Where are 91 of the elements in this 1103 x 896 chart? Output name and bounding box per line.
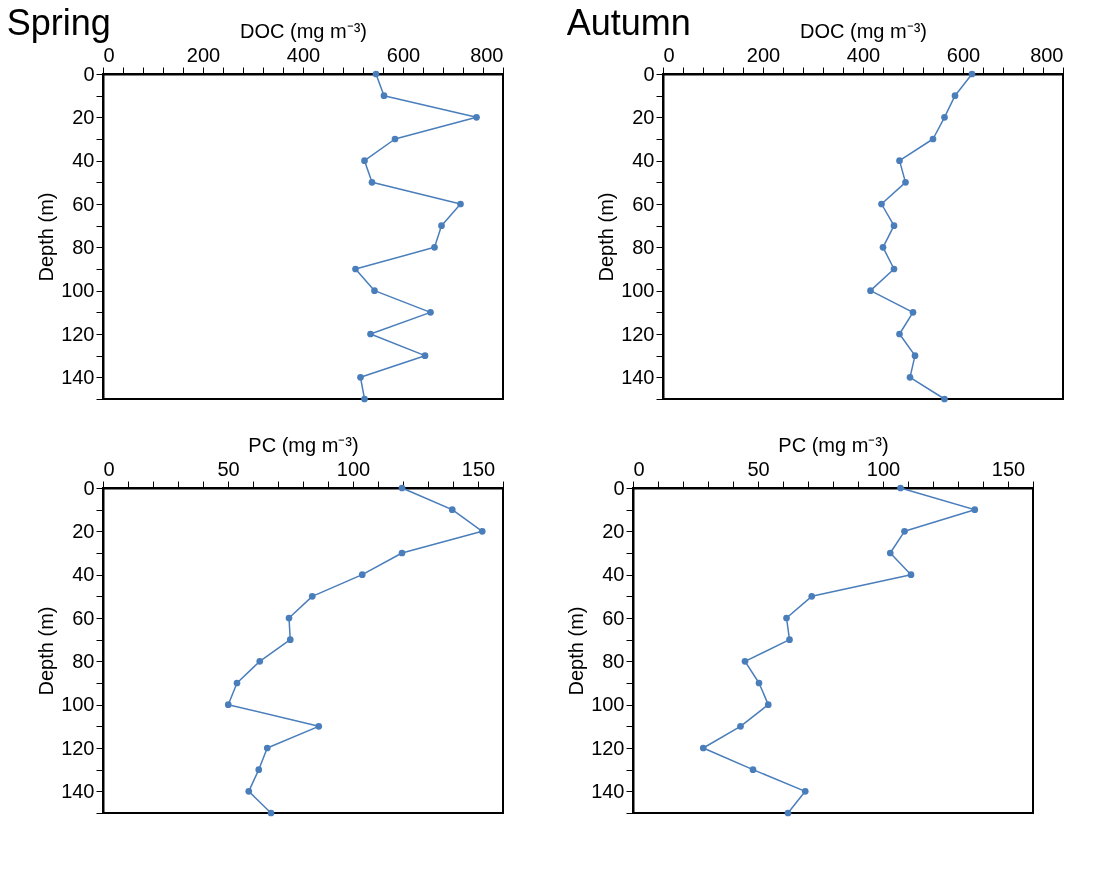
x-tick-label: 0 — [103, 43, 115, 66]
y-tick-label: 60 — [72, 606, 95, 629]
point — [699, 744, 707, 752]
y-tick-label: 60 — [632, 192, 655, 215]
x-tick-label: 100 — [866, 457, 901, 480]
x-axis-title: DOC (mg m⁻³) — [240, 19, 367, 42]
point — [897, 484, 904, 492]
y-axis-title: Depth (m) — [35, 606, 58, 696]
y-axis-title: Depth (m) — [35, 192, 58, 282]
point — [749, 766, 757, 774]
point — [285, 614, 293, 622]
x-tick-label: 150 — [991, 457, 1026, 480]
point — [784, 809, 792, 817]
y-tick-label: 80 — [72, 649, 95, 672]
y-tick-label: 100 — [621, 279, 655, 302]
chart-title: Autumn — [566, 2, 691, 43]
y-tick-label: 0 — [613, 476, 625, 499]
y-tick-label: 40 — [72, 563, 95, 586]
y-tick-label: 20 — [632, 105, 655, 128]
y-tick-label: 60 — [72, 192, 95, 215]
y-tick-label: 80 — [72, 235, 95, 258]
x-tick-label: 400 — [846, 43, 881, 66]
y-axis-title: Depth (m) — [565, 606, 588, 696]
point — [783, 614, 790, 622]
point — [886, 549, 894, 557]
x-axis-title: PC (mg m⁻³) — [778, 433, 889, 456]
x-tick-label: 0 — [103, 457, 115, 480]
x-tick-label: 200 — [746, 43, 781, 66]
y-tick-label: 20 — [602, 519, 625, 542]
point — [245, 787, 253, 795]
x-tick-label: 200 — [186, 43, 221, 66]
point — [224, 701, 232, 709]
point — [315, 722, 323, 730]
y-tick-label: 60 — [602, 606, 625, 629]
point — [737, 722, 744, 730]
x-tick-label: 400 — [286, 43, 321, 66]
point — [233, 679, 241, 687]
y-tick-label: 120 — [621, 322, 655, 345]
y-tick-label: 0 — [83, 62, 95, 85]
y-tick-label: 80 — [632, 235, 655, 258]
x-tick-label: 600 — [946, 43, 981, 66]
x-tick-label: 0 — [663, 43, 675, 66]
point — [448, 506, 456, 514]
x-tick-label: 100 — [336, 457, 371, 480]
point — [901, 527, 908, 535]
point — [308, 592, 316, 600]
x-tick-label: 50 — [217, 457, 240, 480]
point — [478, 527, 486, 535]
point — [907, 571, 915, 579]
y-tick-label: 40 — [72, 149, 95, 172]
point — [267, 809, 275, 817]
y-tick-label: 140 — [61, 365, 95, 388]
y-tick-label: 140 — [591, 779, 625, 802]
y-tick-label: 40 — [602, 563, 625, 586]
y-tick-label: 80 — [602, 649, 625, 672]
y-tick-label: 20 — [72, 105, 95, 128]
y-tick-label: 120 — [61, 322, 95, 345]
x-axis-title: DOC (mg m⁻³) — [800, 19, 927, 42]
y-tick-label: 140 — [61, 779, 95, 802]
x-tick-label: 600 — [386, 43, 421, 66]
point — [755, 679, 763, 687]
point — [398, 484, 406, 492]
point — [808, 592, 816, 600]
x-tick-label: 150 — [461, 457, 496, 480]
y-tick-label: 20 — [72, 519, 95, 542]
y-tick-label: 100 — [61, 693, 95, 716]
y-tick-label: 0 — [643, 62, 655, 85]
y-tick-label: 100 — [61, 279, 95, 302]
chart-title: Spring — [6, 2, 111, 43]
point — [801, 787, 809, 795]
point — [971, 506, 979, 514]
point — [764, 701, 772, 709]
point — [786, 636, 793, 644]
x-tick-label: 50 — [747, 457, 770, 480]
y-tick-label: 120 — [61, 736, 95, 759]
point — [286, 636, 294, 644]
y-axis-title: Depth (m) — [595, 192, 618, 282]
point — [358, 571, 366, 579]
x-tick-label: 800 — [470, 43, 504, 66]
point — [741, 657, 749, 665]
point — [256, 657, 264, 665]
y-tick-label: 0 — [83, 476, 95, 499]
x-axis-title: PC (mg m⁻³) — [248, 433, 359, 456]
y-tick-label: 40 — [632, 149, 655, 172]
y-tick-label: 140 — [621, 365, 655, 388]
point — [263, 744, 271, 752]
point — [255, 766, 263, 774]
y-tick-label: 100 — [591, 693, 625, 716]
point — [398, 549, 406, 557]
y-tick-label: 120 — [591, 736, 625, 759]
x-tick-label: 800 — [1030, 43, 1064, 66]
